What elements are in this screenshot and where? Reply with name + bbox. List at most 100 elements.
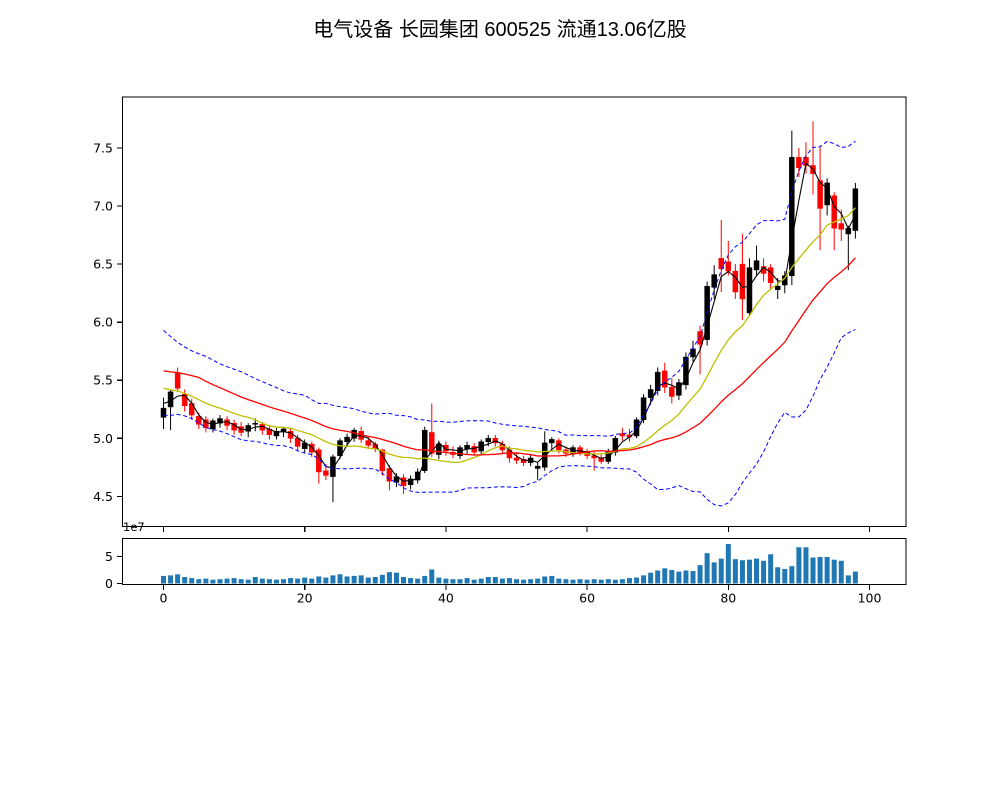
- candle-up: [344, 436, 350, 443]
- volume-bar: [471, 579, 477, 584]
- candle-down: [386, 468, 393, 482]
- volume-bar: [655, 570, 661, 584]
- candle-up: [711, 274, 717, 288]
- price-y-tick-label: 6.0: [93, 315, 113, 330]
- volume-bar: [761, 560, 767, 584]
- volume-bar: [817, 556, 823, 584]
- volume-bar: [365, 577, 371, 584]
- volume-bar: [824, 556, 830, 584]
- volume-bar: [605, 579, 611, 584]
- volume-bar: [845, 575, 851, 584]
- volume-bar: [648, 572, 654, 584]
- volume-bar: [499, 578, 505, 584]
- candle-up: [690, 348, 696, 358]
- volume-bar: [796, 547, 802, 584]
- candle-down: [732, 270, 739, 293]
- volume-x-tick-label: 20: [297, 591, 313, 606]
- volume-bar: [450, 579, 456, 584]
- volume-bar: [641, 575, 647, 584]
- candle-up: [640, 397, 647, 420]
- volume-bar: [309, 578, 315, 584]
- volume-bar: [577, 579, 583, 584]
- volume-bar: [168, 575, 174, 584]
- volume-bar: [429, 569, 435, 584]
- candle-up: [407, 478, 414, 485]
- volume-bar: [344, 576, 350, 584]
- volume-bar: [676, 571, 682, 584]
- volume-bar: [238, 579, 244, 584]
- volume-bar: [746, 559, 752, 584]
- volume-bar: [852, 571, 858, 584]
- candle-up: [280, 428, 287, 432]
- volume-bar: [224, 578, 230, 584]
- volume-bar: [626, 578, 632, 584]
- volume-bar: [556, 578, 562, 584]
- volume-y-tick-label: 5: [105, 549, 113, 564]
- candle-down: [181, 393, 188, 407]
- volume-x-tick-label: 100: [858, 591, 882, 606]
- volume-bar: [690, 571, 696, 584]
- volume-bar: [542, 576, 548, 584]
- volume-bar: [768, 554, 774, 584]
- volume-bar: [379, 574, 385, 584]
- volume-bar: [259, 578, 265, 584]
- volume-bar: [789, 566, 795, 584]
- price-y-tick-label: 5.5: [93, 373, 113, 388]
- volume-bar: [231, 578, 237, 584]
- candle-up: [414, 471, 421, 481]
- volume-bar: [175, 574, 181, 584]
- candle-down: [520, 458, 527, 463]
- volume-bar: [252, 577, 258, 584]
- candle-down: [669, 386, 675, 397]
- candle-up: [753, 260, 760, 271]
- volume-bar: [683, 570, 689, 584]
- candle-up: [210, 420, 216, 430]
- volume-bar: [161, 575, 166, 584]
- bollinger-upper-line: [163, 140, 856, 437]
- price-y-tick-label: 4.5: [93, 489, 113, 504]
- candle-down: [817, 180, 823, 209]
- volume-bar: [775, 567, 781, 584]
- volume-bar: [725, 543, 731, 584]
- volume-bar: [316, 576, 322, 584]
- price-y-tick-label: 5.0: [93, 431, 113, 446]
- volume-bar: [266, 579, 272, 584]
- candle-up: [217, 418, 223, 424]
- volume-bar: [457, 579, 463, 584]
- volume-bar: [528, 579, 534, 584]
- candle-down: [196, 415, 202, 425]
- candle-up: [683, 356, 689, 386]
- volume-bar: [563, 579, 569, 584]
- volume-bar: [739, 560, 745, 584]
- volume-bar: [203, 578, 209, 584]
- candle-down: [323, 470, 329, 476]
- candle-down: [739, 263, 746, 300]
- volume-bar: [619, 579, 625, 584]
- volume-bar: [711, 562, 717, 584]
- ma-fast-line: [163, 162, 856, 482]
- volume-bar: [732, 559, 738, 584]
- candle-up: [746, 267, 753, 314]
- candle-up: [774, 285, 781, 290]
- volume-bar: [591, 579, 597, 584]
- volume-bar: [323, 577, 329, 584]
- volume-bar: [386, 572, 392, 584]
- candle-up: [654, 371, 661, 391]
- volume-bar: [549, 575, 555, 584]
- volume-bar: [245, 579, 251, 584]
- candle-up: [464, 444, 470, 449]
- volume-bar: [408, 578, 414, 584]
- candle-up: [160, 407, 167, 418]
- candle-down: [174, 373, 181, 389]
- price-axes: 4.5 5.0 5.5 6.0 6.5 7.0 7.5: [93, 96, 907, 532]
- volume-bar: [372, 577, 378, 584]
- candle-up: [485, 438, 492, 443]
- candle-down: [725, 261, 732, 272]
- volume-bar: [393, 572, 399, 584]
- candle-up: [647, 389, 654, 398]
- volume-bar: [514, 579, 519, 584]
- volume-bar: [478, 578, 484, 584]
- volume-bar: [662, 568, 668, 584]
- candle-down: [471, 446, 477, 453]
